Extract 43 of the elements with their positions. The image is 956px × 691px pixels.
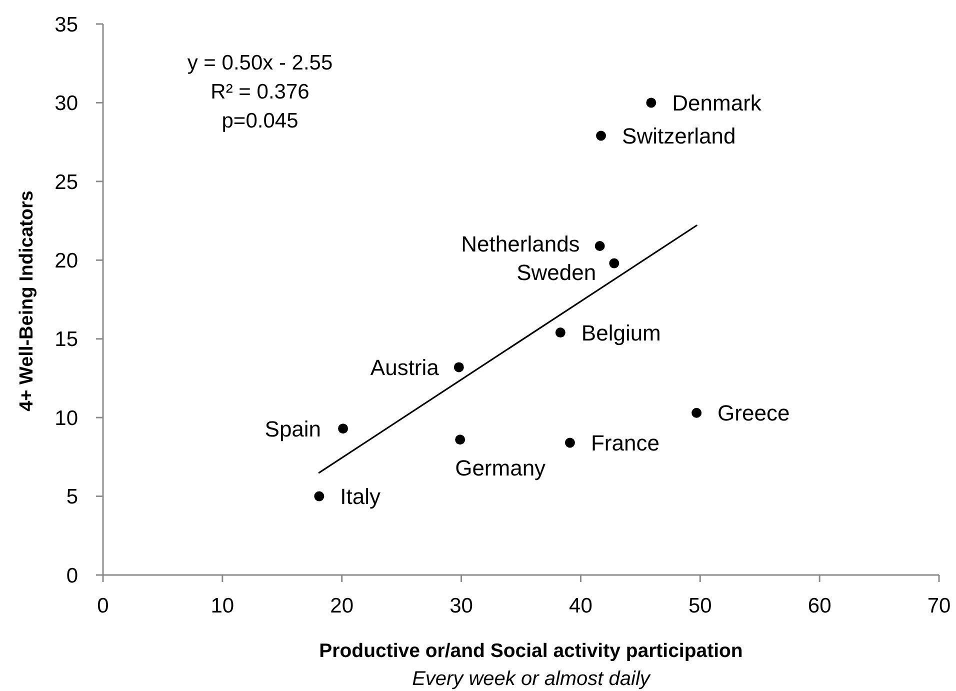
y-tick-label: 10 <box>54 406 78 430</box>
annotation: R² = 0.376 <box>210 80 310 104</box>
point <box>338 424 348 434</box>
x-tick-label: 70 <box>927 594 951 618</box>
x-tick-label: 20 <box>330 594 354 618</box>
y-tick-label: 25 <box>54 170 78 194</box>
point <box>596 130 606 141</box>
point <box>555 328 566 338</box>
y-tick-label: 20 <box>54 249 78 272</box>
x-tick-label: 60 <box>808 594 832 618</box>
y-tick-label: 35 <box>54 13 78 36</box>
point <box>692 408 702 418</box>
x-tick-label: 50 <box>688 594 712 618</box>
x-tick-label: 30 <box>450 594 473 618</box>
x-tick-label: 0 <box>97 594 109 618</box>
point <box>455 434 466 445</box>
annotation: Sweden <box>516 260 596 285</box>
annotation: y = 0.50x - 2.55 <box>187 51 333 74</box>
point <box>646 98 656 108</box>
annotation: Netherlands <box>461 232 580 257</box>
annotation: Greece <box>718 400 790 426</box>
x-tick-label: 10 <box>210 594 234 618</box>
annotation: Germany <box>455 455 546 480</box>
annotation: p=0.045 <box>222 109 298 132</box>
x-tick-label: 40 <box>569 594 592 618</box>
point <box>454 362 464 372</box>
y-tick-label: 5 <box>66 486 78 509</box>
annotation: Austria <box>370 354 440 380</box>
point <box>594 240 605 251</box>
y-axis-title: 4+ Well-Being Indicators <box>16 190 38 412</box>
annotation: Italy <box>340 484 381 509</box>
y-tick-label: 0 <box>66 564 78 588</box>
y-tick-label: 30 <box>54 92 78 116</box>
y-tick-label: 15 <box>54 328 78 352</box>
annotation: Spain <box>264 416 322 442</box>
annotation: Belgium <box>581 320 661 346</box>
point <box>609 258 620 268</box>
x-axis-title: Productive or/and Social activity participation Every week or almost daily <box>319 640 743 690</box>
annotation: Switzerland <box>622 123 736 148</box>
point <box>314 491 324 502</box>
annotation: Denmark <box>672 90 762 116</box>
point <box>564 438 575 448</box>
annotation: France <box>590 430 660 456</box>
